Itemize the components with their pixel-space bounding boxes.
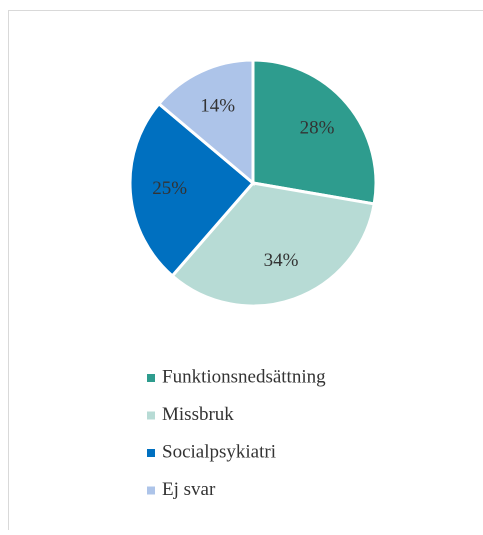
legend-swatch	[147, 412, 155, 420]
legend-label: Socialpsykiatri	[162, 441, 276, 462]
data-label: 25%	[152, 178, 187, 199]
data-label: 34%	[264, 250, 299, 271]
legend-swatch	[147, 487, 155, 495]
legend-swatch	[147, 449, 155, 457]
data-label: 28%	[300, 117, 335, 138]
legend-label: Ej svar	[162, 479, 216, 500]
data-label: 14%	[200, 96, 235, 117]
legend-label: Funktionsnedsättning	[162, 366, 326, 387]
legend-label: Missbruk	[162, 404, 234, 425]
legend-swatch	[147, 374, 155, 382]
